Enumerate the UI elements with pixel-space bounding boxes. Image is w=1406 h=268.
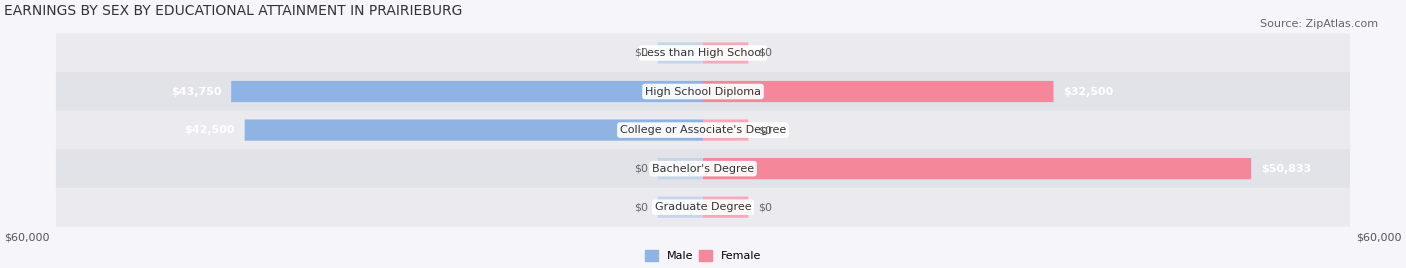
- Text: $50,833: $50,833: [1261, 164, 1312, 174]
- FancyBboxPatch shape: [703, 158, 1251, 179]
- Text: $0: $0: [758, 125, 772, 135]
- FancyBboxPatch shape: [703, 42, 748, 64]
- FancyBboxPatch shape: [56, 34, 1350, 72]
- Legend: Male, Female: Male, Female: [643, 248, 763, 263]
- FancyBboxPatch shape: [56, 72, 1350, 111]
- Text: College or Associate's Degree: College or Associate's Degree: [620, 125, 786, 135]
- Text: $43,750: $43,750: [172, 87, 222, 96]
- Text: Source: ZipAtlas.com: Source: ZipAtlas.com: [1260, 19, 1378, 29]
- FancyBboxPatch shape: [703, 120, 748, 141]
- FancyBboxPatch shape: [658, 42, 703, 64]
- FancyBboxPatch shape: [658, 197, 703, 218]
- Text: $0: $0: [634, 202, 648, 212]
- FancyBboxPatch shape: [56, 188, 1350, 227]
- FancyBboxPatch shape: [703, 197, 748, 218]
- Text: $0: $0: [634, 164, 648, 174]
- Text: Graduate Degree: Graduate Degree: [655, 202, 751, 212]
- Text: $0: $0: [634, 48, 648, 58]
- Text: $0: $0: [758, 202, 772, 212]
- FancyBboxPatch shape: [245, 120, 703, 141]
- Text: $32,500: $32,500: [1063, 87, 1114, 96]
- Text: Less than High School: Less than High School: [641, 48, 765, 58]
- FancyBboxPatch shape: [56, 149, 1350, 188]
- FancyBboxPatch shape: [231, 81, 703, 102]
- Text: EARNINGS BY SEX BY EDUCATIONAL ATTAINMENT IN PRAIRIEBURG: EARNINGS BY SEX BY EDUCATIONAL ATTAINMEN…: [4, 4, 463, 18]
- Text: Bachelor's Degree: Bachelor's Degree: [652, 164, 754, 174]
- Text: $42,500: $42,500: [184, 125, 235, 135]
- Text: High School Diploma: High School Diploma: [645, 87, 761, 96]
- FancyBboxPatch shape: [658, 158, 703, 179]
- FancyBboxPatch shape: [56, 111, 1350, 150]
- Text: $0: $0: [758, 48, 772, 58]
- FancyBboxPatch shape: [703, 81, 1053, 102]
- Text: $60,000: $60,000: [1357, 232, 1402, 242]
- Text: $60,000: $60,000: [4, 232, 49, 242]
